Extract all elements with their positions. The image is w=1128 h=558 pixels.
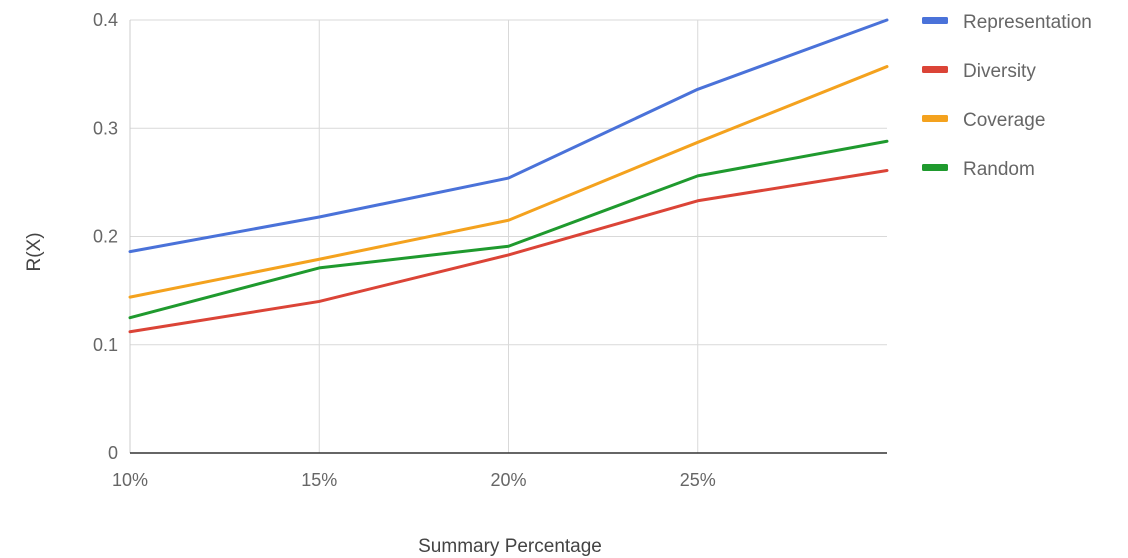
legend-swatch	[922, 17, 948, 24]
y-tick-label: 0.2	[93, 227, 118, 247]
y-tick-label: 0.4	[93, 10, 118, 30]
legend-item-random: Random	[922, 159, 1035, 180]
legend-label: Random	[963, 159, 1035, 180]
x-axis-title: Summary Percentage	[418, 536, 602, 557]
legend-label: Representation	[963, 12, 1092, 33]
legend-item-representation: Representation	[922, 12, 1092, 33]
y-tick-label: 0	[108, 443, 118, 463]
legend-item-coverage: Coverage	[922, 110, 1045, 131]
x-tick-label: 10%	[112, 470, 148, 490]
y-axis-title: R(X)	[24, 232, 45, 271]
series-lines	[128, 18, 889, 334]
legend: Representation Diversity Coverage Random	[922, 12, 1092, 180]
axis-titles: Summary Percentage R(X)	[24, 232, 602, 557]
y-tick-label: 0.1	[93, 335, 118, 355]
x-tick-label: 25%	[680, 470, 716, 490]
legend-item-diversity: Diversity	[922, 61, 1036, 82]
x-tick-label: 20%	[490, 470, 526, 490]
legend-swatch	[922, 115, 948, 122]
legend-swatch	[922, 164, 948, 171]
gridlines	[130, 19, 887, 453]
legend-swatch	[922, 66, 948, 73]
y-tick-label: 0.3	[93, 118, 118, 138]
legend-label: Coverage	[963, 110, 1045, 131]
legend-label: Diversity	[963, 61, 1036, 82]
axes: 0 0.1 0.2 0.3 0.4 10% 15% 20% 25%	[93, 10, 887, 490]
x-tick-label: 15%	[301, 470, 337, 490]
